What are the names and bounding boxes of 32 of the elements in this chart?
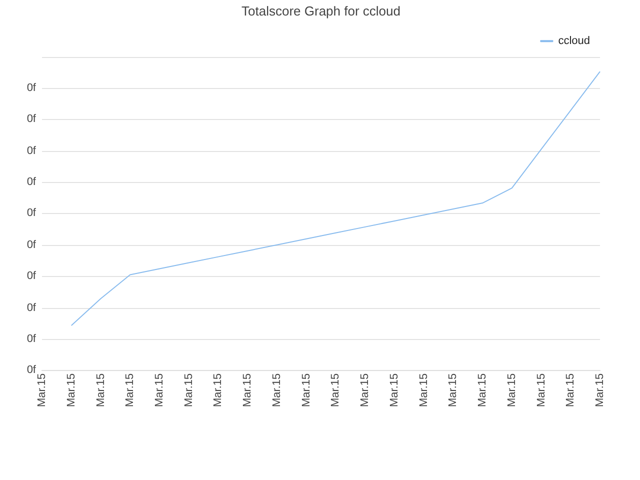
x-tick-label: Mar.15 <box>330 373 342 408</box>
text: 0f <box>26 175 36 190</box>
x-tick-label: Mar.15 <box>418 373 430 408</box>
text: 0f <box>26 269 36 284</box>
x-tick-label: Mar.15 <box>594 373 606 408</box>
x-tick-label: Mar.15 <box>476 373 489 408</box>
x-tick-label: Mar.15 <box>535 373 548 408</box>
x-tick-label: Mar.15 <box>154 373 166 408</box>
text: 0f <box>26 144 36 158</box>
text: 0f <box>26 112 36 126</box>
text: 0f <box>26 332 36 346</box>
text: 0f <box>26 206 36 220</box>
text: 0f <box>26 300 36 315</box>
x-tick-label: Mar.15 <box>300 373 312 408</box>
x-tick-label: Mar.15 <box>94 373 107 408</box>
x-tick-label: Mar.15 <box>124 373 136 408</box>
x-tick-label: Mar.15 <box>182 373 195 408</box>
x-tick-label: Mar.15 <box>65 373 78 408</box>
x-tick-label: Mar.15 <box>447 373 460 408</box>
x-tick-label: Mar.15 <box>564 373 577 408</box>
x-tick-label: Mar.15 <box>212 373 224 408</box>
x-tick-label: Mar.15 <box>506 373 518 408</box>
chart-title: Totalscore Graph for ccloud <box>242 3 400 18</box>
x-tick-label: Mar.15 <box>359 373 372 408</box>
x-tick-label: Mar.15 <box>242 373 254 408</box>
legend-label: ccloud <box>558 35 590 48</box>
text: 0f <box>26 363 36 378</box>
x-tick-label: Mar.15 <box>36 373 48 408</box>
text: 0f <box>26 80 36 95</box>
x-tick-label: Mar.15 <box>388 373 400 408</box>
x-tick-label: Mar.15 <box>270 373 283 408</box>
text: 0f <box>26 238 36 252</box>
